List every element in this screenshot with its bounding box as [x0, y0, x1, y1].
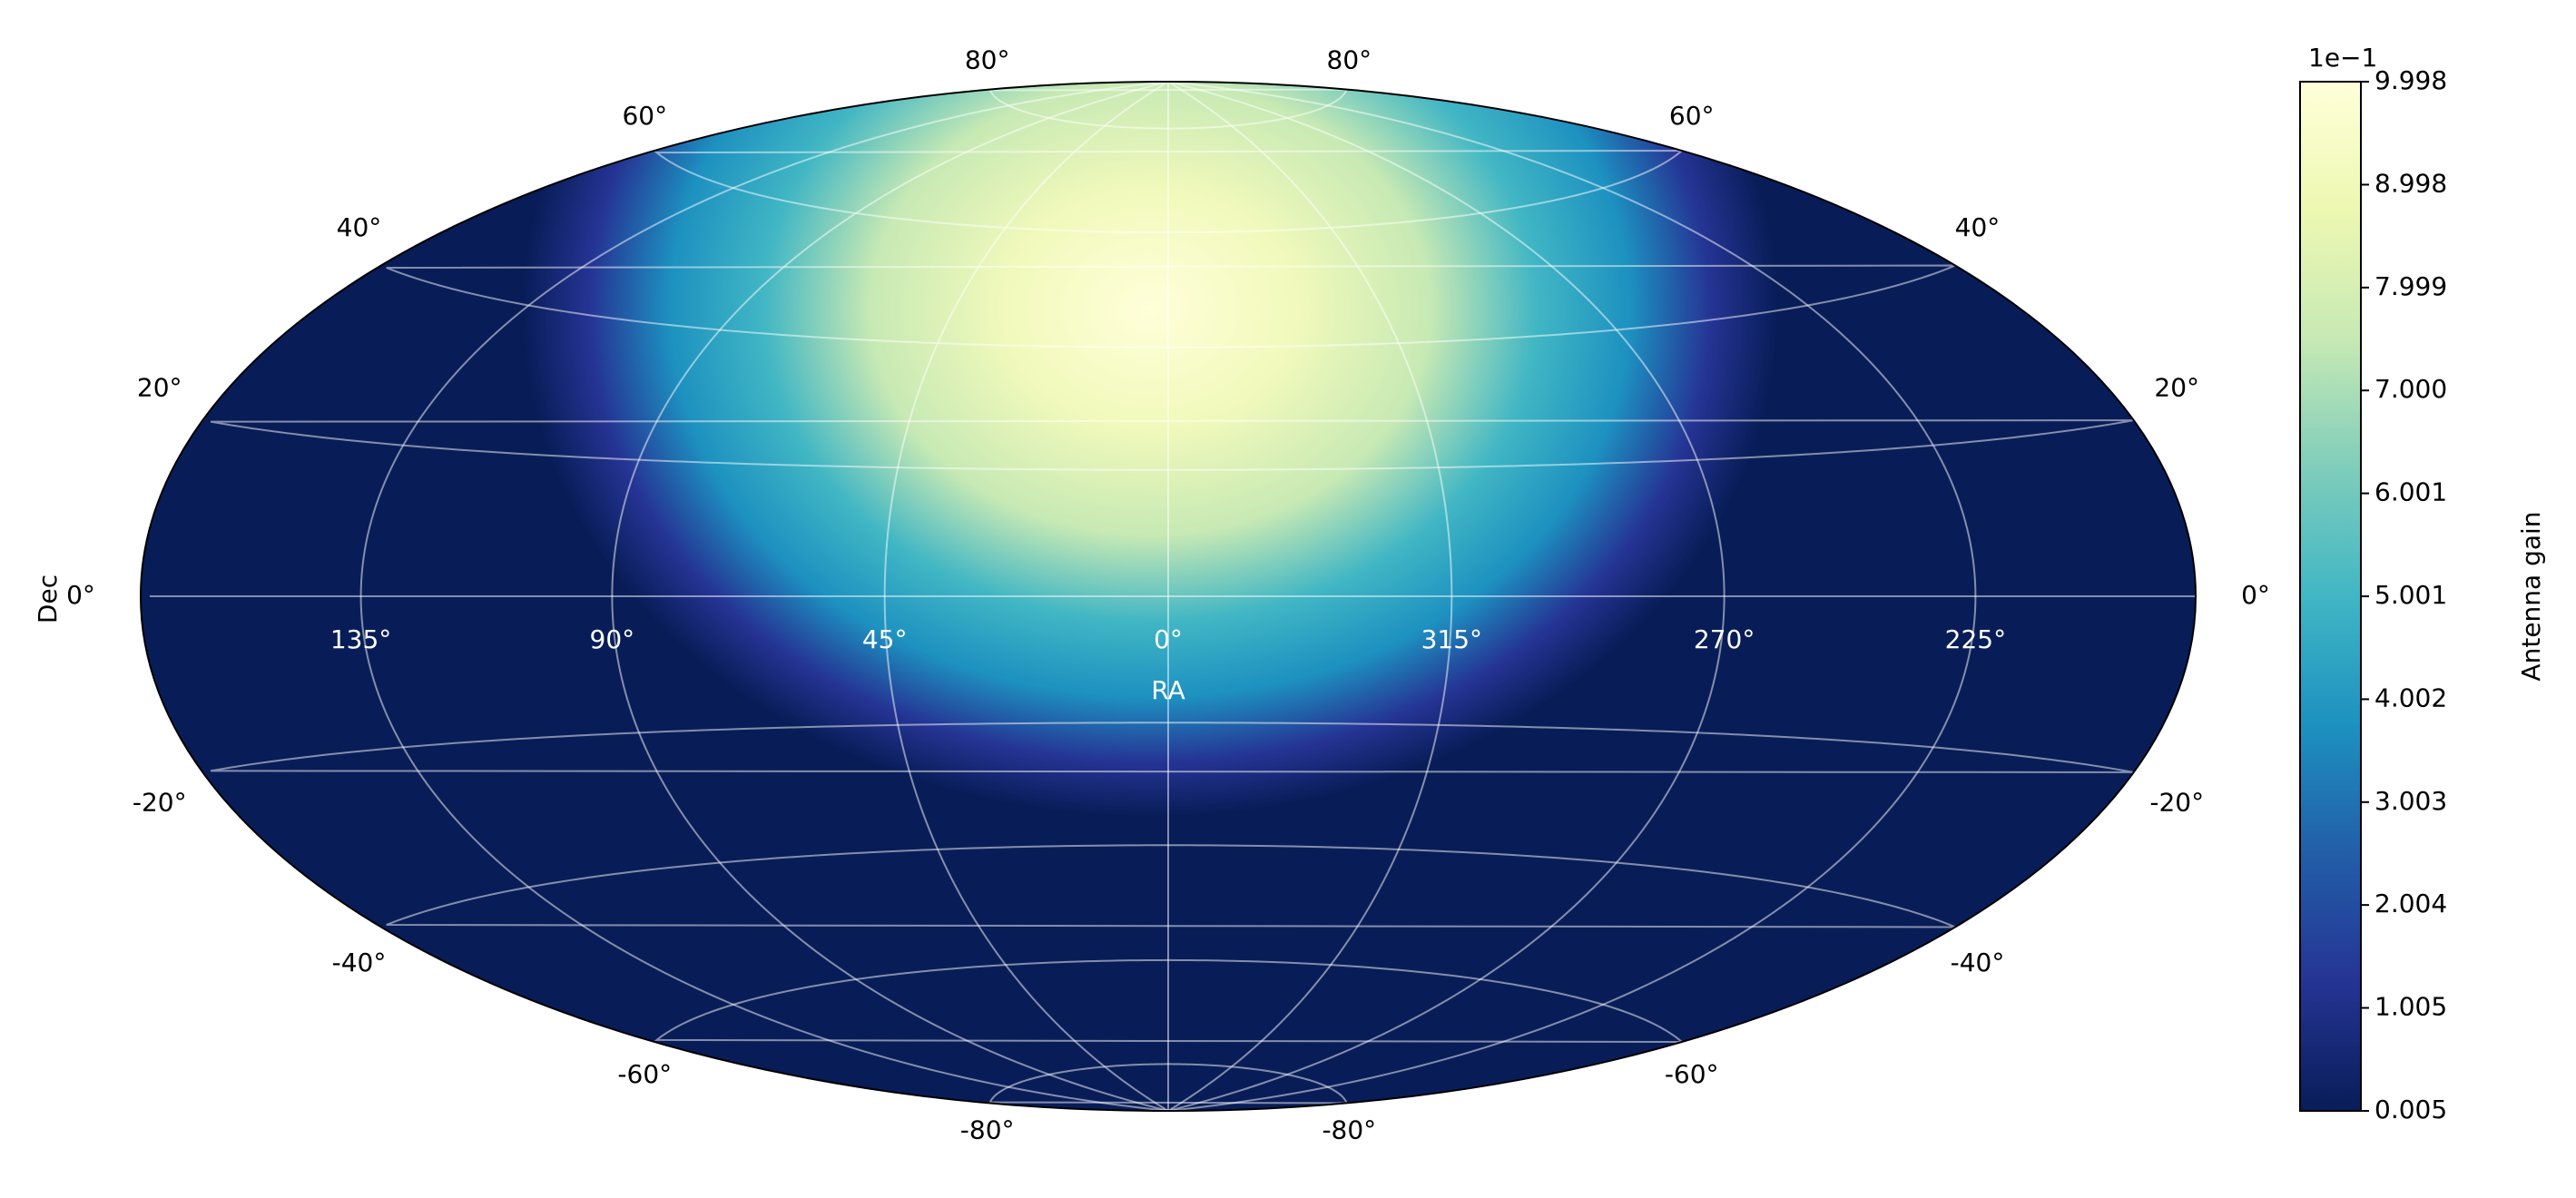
y-tick-label: 40° — [1955, 212, 2001, 242]
x-tick-label: 135° — [330, 624, 391, 654]
colorbar-tick-label: 9.998 — [2374, 65, 2447, 95]
x-axis-label: RA — [1151, 675, 1185, 705]
colorbar-tick-label: 7.999 — [2374, 271, 2447, 301]
x-tick-label: 0° — [1154, 624, 1183, 654]
map-boundary — [140, 81, 2197, 1112]
colorbar-offset: 1e−1 — [2308, 43, 2377, 73]
colorbar-tick-label: 4.002 — [2374, 682, 2447, 712]
colorbar-tick-label: 0.005 — [2374, 1095, 2447, 1124]
parallel-line — [386, 844, 1956, 928]
parallel-line — [210, 419, 2134, 471]
parallel-line — [654, 149, 1683, 234]
colorbar-tick-label: 5.001 — [2374, 580, 2447, 610]
x-tick-label: 225° — [1945, 624, 2006, 654]
y-tick-label: 80° — [965, 44, 1010, 74]
colorbar-tick-label: 7.000 — [2374, 374, 2447, 404]
parallel-line — [386, 264, 1956, 349]
colorbar — [2299, 81, 2362, 1112]
x-tick-label: 270° — [1694, 624, 1755, 654]
colorbar-tick-label: 3.003 — [2374, 786, 2447, 816]
y-tick-label: -20° — [2149, 787, 2204, 817]
parallel-line — [988, 1063, 1348, 1105]
y-tick-label: 60° — [1669, 101, 1715, 131]
y-tick-label: -40° — [332, 948, 387, 977]
y-tick-label: 80° — [1327, 44, 1372, 74]
y-axis-label: Dec — [33, 574, 63, 624]
colorbar-tick-label: 1.005 — [2374, 992, 2447, 1022]
x-tick-label: 45° — [862, 624, 908, 654]
y-tick-label: 0° — [2241, 580, 2270, 610]
y-tick-label: -20° — [133, 787, 187, 817]
x-tick-label: 90° — [590, 624, 635, 654]
y-tick-label: -60° — [617, 1059, 672, 1089]
y-tick-label: 20° — [2154, 373, 2199, 403]
x-tick-label: 315° — [1421, 624, 1482, 654]
y-tick-label: -80° — [960, 1115, 1015, 1145]
y-tick-label: -60° — [1665, 1059, 1719, 1089]
y-tick-label: -80° — [1322, 1115, 1376, 1145]
colorbar-label: Antenna gain — [2516, 511, 2546, 681]
grid — [149, 81, 2196, 1112]
colorbar-tick-label: 2.004 — [2374, 889, 2447, 918]
parallel-line — [988, 88, 1348, 130]
beam-pattern — [141, 82, 2196, 1111]
y-tick-label: 20° — [137, 373, 182, 403]
colorbar-tick-label: 6.001 — [2374, 477, 2447, 507]
y-tick-label: 40° — [337, 212, 382, 242]
parallel-line — [210, 722, 2134, 773]
sky-map — [141, 82, 2196, 1111]
parallel-line — [654, 958, 1683, 1044]
y-tick-label: 60° — [622, 101, 667, 131]
colorbar-tick-label: 8.998 — [2374, 168, 2447, 198]
y-tick-label: -40° — [1951, 948, 2005, 977]
y-tick-label: 0° — [66, 580, 95, 610]
